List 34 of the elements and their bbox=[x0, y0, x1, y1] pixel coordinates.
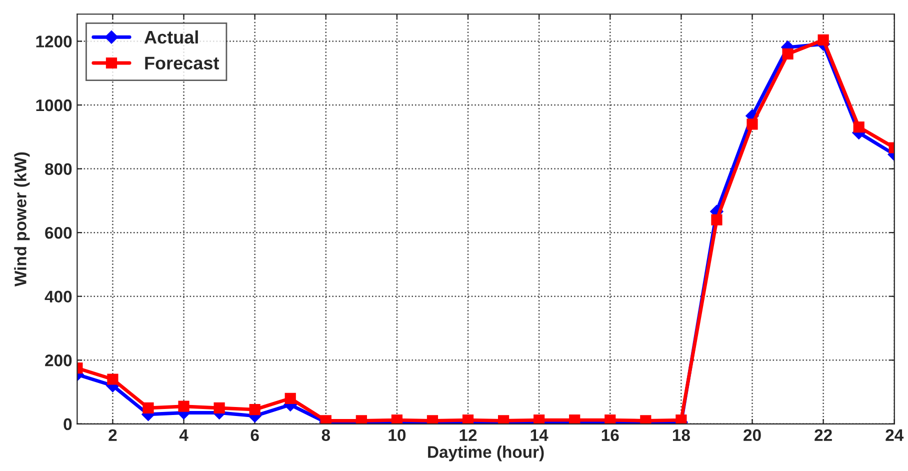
point bbox=[746, 118, 758, 130]
y-tick-label: 200 bbox=[45, 354, 72, 366]
point bbox=[107, 374, 118, 385]
point bbox=[284, 392, 296, 404]
y-tick-label: 1000 bbox=[36, 99, 72, 112]
x-tick-label: 20 bbox=[744, 429, 761, 442]
y-tick-label: 0 bbox=[64, 418, 72, 430]
y-tick-label: 600 bbox=[45, 226, 72, 239]
y-axis-title: Wind power (kW) bbox=[14, 152, 30, 287]
y-tick-label: 800 bbox=[45, 163, 72, 175]
x-tick-label: 4 bbox=[179, 429, 188, 441]
x-tick-label: 12 bbox=[460, 429, 477, 441]
y-tick-label: 1200 bbox=[36, 36, 72, 48]
x-tick-label: 16 bbox=[602, 429, 619, 442]
x-tick-label: 2 bbox=[108, 429, 117, 441]
x-tick-label: 24 bbox=[886, 429, 904, 441]
x-tick-label: 8 bbox=[322, 429, 330, 442]
point bbox=[818, 34, 829, 46]
x-tick-label: 10 bbox=[388, 429, 406, 442]
point bbox=[853, 121, 864, 133]
x-axis-title: Daytime (hour) bbox=[428, 446, 544, 462]
x-tick-label: 6 bbox=[250, 429, 259, 442]
point bbox=[249, 404, 260, 416]
point bbox=[142, 402, 154, 414]
x-tick-label: 22 bbox=[814, 429, 832, 441]
point bbox=[214, 402, 225, 414]
point bbox=[782, 48, 794, 60]
legend-label: Actual bbox=[144, 30, 198, 44]
y-tick-label: 400 bbox=[44, 290, 72, 303]
x-tick-label: 14 bbox=[530, 429, 548, 441]
legend-label: Forecast bbox=[145, 56, 220, 70]
x-tick-label: 18 bbox=[672, 429, 690, 442]
point bbox=[178, 400, 190, 412]
point bbox=[711, 214, 722, 226]
